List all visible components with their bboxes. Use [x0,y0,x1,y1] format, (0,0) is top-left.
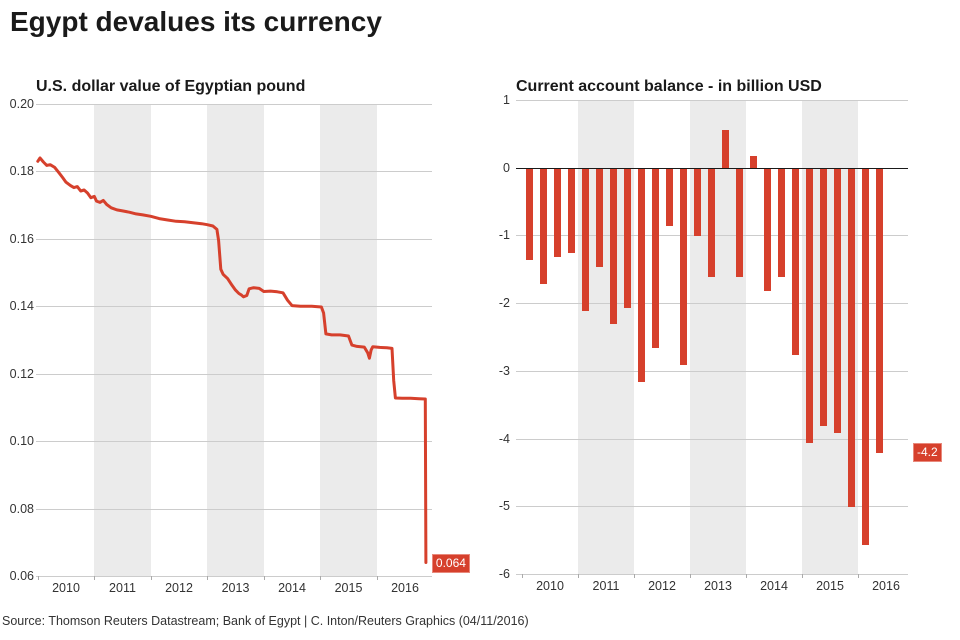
axis-tick [94,576,96,580]
x-tick-label: 2010 [536,579,564,593]
year-band-2011 [94,104,151,576]
bar-chart-title: Current account balance - in billion USD [516,78,822,95]
axis-tick [522,574,523,578]
y-tick-label: 0.20 [9,97,34,111]
bar-2011-q3 [609,168,617,325]
bar-2014-q2 [763,168,771,291]
axis-tick [263,576,265,580]
gridline-0.08 [36,508,432,510]
bar-2016-q1 [861,168,869,545]
x-tick-label: 2014 [760,579,788,593]
gridline-0.16 [36,238,432,240]
bar-2013-q4 [735,168,743,277]
bar-2010-q4 [567,168,575,254]
bar-2015-q3 [833,168,841,433]
bar-2014-q3 [777,168,785,277]
bar-2014-q1 [749,155,757,168]
zero-baseline [516,167,908,169]
page-title: Egypt devalues its currency [10,6,382,37]
axis-tick [320,576,322,580]
bar-2013-q2 [707,168,715,277]
y-tick-label: 0.10 [9,434,34,449]
axis-tick [578,574,579,578]
bar-2012-q4 [679,168,687,366]
exchange-rate-line [36,156,428,564]
y-tick-label: -6 [498,567,510,581]
axis-tick [37,576,39,580]
x-tick-label: 2015 [334,581,363,595]
bar-2013-q3 [721,130,729,168]
line-chart-plot [36,104,432,577]
bar-2010-q3 [553,168,561,257]
x-tick-label: 2010 [52,581,80,595]
x-tick-label: 2012 [165,581,193,595]
y-tick-label: 0.12 [9,366,34,381]
year-band-2013 [207,104,264,576]
y-tick-label: 0.18 [9,164,34,179]
gridline--2 [516,303,908,305]
bar-2010-q2 [539,168,547,284]
gridline--3 [516,370,908,372]
bar-2011-q1 [581,168,589,311]
gridline--5 [516,506,908,508]
bar-2015-q4 [847,168,855,508]
y-tick-label: 0 [503,160,510,175]
x-tick-label: 2011 [592,579,620,593]
x-tick-label: 2012 [648,579,676,593]
bar-2013-q1 [693,168,701,237]
bar-2010-q1 [525,168,533,261]
axis-tick [376,576,378,580]
axis-tick [690,574,691,578]
gridline-0.10 [36,441,432,443]
axis-tick [746,574,747,578]
bar-2012-q1 [637,168,645,382]
bar-2014-q4 [791,168,799,355]
axis-tick [207,576,209,580]
bar-2011-q2 [595,168,603,267]
bar-2012-q3 [665,168,673,227]
line-end-value-label: 0.064 [431,553,470,573]
axis-tick [802,574,803,578]
y-tick-label: -4 [498,431,510,446]
x-tick-label: 2015 [816,579,844,593]
bar-2016-q2 [875,168,883,454]
gridline-0.06 [36,576,432,577]
x-tick-label: 2011 [109,581,136,595]
bar-2015-q2 [819,168,827,426]
y-tick-label: 0.06 [9,569,34,583]
y-tick-label: 0.16 [9,231,34,246]
axis-tick [858,574,859,578]
gridline-0.20 [36,104,432,105]
bar-2015-q1 [805,168,813,443]
y-tick-label: -5 [498,499,510,514]
x-tick-label: 2016 [872,579,900,593]
bar-2011-q4 [623,168,631,308]
axis-tick [150,576,152,580]
y-tick-label: -1 [498,228,510,243]
y-tick-label: 0.14 [9,299,34,314]
exchange-rate-line-svg [36,156,428,564]
gridline--6 [516,574,908,575]
y-tick-label: -3 [498,363,510,378]
y-tick-label: 0.08 [9,501,34,516]
x-tick-label: 2013 [704,579,732,593]
source-credit: Source: Thomson Reuters Datastream; Bank… [2,614,529,628]
x-tick-label: 2013 [221,581,250,595]
axis-tick [634,574,635,578]
gridline-0.18 [36,171,432,173]
bar-2012-q2 [651,168,659,349]
gridline--4 [516,438,908,440]
gridline-1 [516,100,908,101]
bar-chart-plot [516,100,908,575]
y-tick-label: 1 [503,93,510,107]
bar-end-value-label: -4.2 [913,443,942,463]
line-chart-title: U.S. dollar value of Egyptian pound [36,78,306,95]
gridline-0.14 [36,306,432,308]
x-tick-label: 2014 [278,581,306,595]
y-tick-label: -2 [498,296,510,311]
x-tick-label: 2016 [391,581,419,595]
gridline-0.12 [36,373,432,375]
